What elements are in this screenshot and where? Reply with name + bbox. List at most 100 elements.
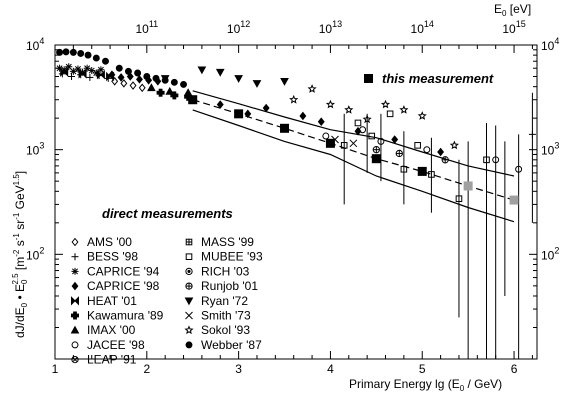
data-point-circle-filled xyxy=(77,49,85,57)
data-point-diamond-open xyxy=(138,83,146,93)
y-tick-label-right: 102 xyxy=(541,245,559,262)
y-axis-title-exp2: -1 xyxy=(12,233,21,241)
data-point-bowtie xyxy=(96,70,105,80)
data-point-x xyxy=(349,139,358,148)
marker-shape xyxy=(65,63,72,70)
marker-shape xyxy=(72,357,78,363)
top-tick-exp: 12 xyxy=(240,19,250,29)
top-tick-base: 10 xyxy=(227,22,241,36)
marker-shape xyxy=(71,237,79,247)
marker-shape xyxy=(184,325,194,335)
data-point-diamond-filled xyxy=(317,117,325,127)
this-measurement-point-gray xyxy=(463,181,473,191)
marker-shape xyxy=(73,311,77,320)
y-axis-title-mid3: GeV xyxy=(13,185,27,212)
x-axis-title: Primary Energy lg (E0 / GeV) xyxy=(349,377,502,393)
legend-right-item-label: MUBEE '93 xyxy=(201,250,263,264)
data-point-star-open xyxy=(449,140,459,150)
data-point-circle-open xyxy=(377,137,385,145)
y-tick-exp: 2 xyxy=(554,245,559,255)
legend-right-item-label: Ryan '72 xyxy=(201,294,248,308)
top-tick-exp: 13 xyxy=(332,19,342,29)
marker-shape xyxy=(134,69,142,77)
marker-shape xyxy=(96,70,105,80)
data-point-square-open xyxy=(340,142,348,149)
top-tick-base: 10 xyxy=(135,22,149,36)
x-tick-label: 6 xyxy=(511,362,518,376)
marker-shape xyxy=(400,165,408,173)
data-point-square-open xyxy=(368,132,376,140)
marker-shape xyxy=(71,296,79,306)
marker-shape xyxy=(165,86,175,95)
data-point-asterisk xyxy=(97,66,105,74)
legend-left-item-label: IMAX '00 xyxy=(87,323,136,337)
marker-shape xyxy=(344,105,354,114)
marker-shape xyxy=(71,341,79,349)
marker-shape xyxy=(399,105,409,114)
marker-shape xyxy=(515,165,523,173)
marker-shape xyxy=(289,94,299,104)
marker-shape xyxy=(380,99,391,109)
data-point-star-open xyxy=(380,99,391,109)
marker-shape xyxy=(386,110,394,118)
top-tick-exp: 11 xyxy=(149,19,158,29)
data-point-triangle-down-filled xyxy=(160,75,170,83)
top-tick-exp: 15 xyxy=(516,19,526,29)
data-point-diamond-open xyxy=(129,81,137,90)
legend-left-item-marker xyxy=(71,267,79,275)
y-axis-title-exp4: 1.5 xyxy=(12,174,21,186)
marker-shape xyxy=(143,73,151,80)
y-tick-label-right: 103 xyxy=(541,141,559,158)
marker-shape xyxy=(455,195,463,203)
marker-shape xyxy=(78,69,87,79)
model-band-layer xyxy=(192,90,515,223)
marker-shape xyxy=(185,311,193,320)
marker-shape xyxy=(185,253,193,260)
legend-right-item-marker xyxy=(185,253,193,260)
legend-left-item-label: Kawamura '89 xyxy=(87,309,164,323)
marker-shape xyxy=(92,54,100,62)
top-tick-base: 10 xyxy=(411,22,425,36)
data-point-diamond-open xyxy=(111,76,119,86)
this-measurement-points-layer xyxy=(188,95,519,205)
marker-shape xyxy=(492,156,500,164)
y-tick-label-left: 102 xyxy=(26,245,44,262)
y-tick-label-left: 103 xyxy=(26,141,44,158)
legend-right-item-label: Webber '87 xyxy=(201,338,262,352)
x-tick-label: 3 xyxy=(235,362,242,376)
data-point-diamond-open xyxy=(120,79,128,88)
data-point-triangle-down-filled xyxy=(234,75,243,83)
y-axis-title-a-sub: 0 xyxy=(20,302,29,307)
marker-shape xyxy=(152,74,160,82)
data-point-diamond-filled xyxy=(108,70,116,80)
direct-measurement-points-layer xyxy=(56,48,536,203)
marker-shape xyxy=(97,66,104,73)
data-point-circle-filled xyxy=(134,69,142,77)
this-measurement-point xyxy=(234,109,244,119)
data-point-square-open xyxy=(354,119,362,127)
legend-left-item-marker xyxy=(71,237,79,247)
top-tick-label: 1014 xyxy=(411,19,434,36)
marker-shape xyxy=(72,268,78,275)
x-axis-title-suffix: / GeV) xyxy=(464,377,502,391)
data-point-circle-plus xyxy=(441,156,449,164)
data-point-diamond-filled xyxy=(299,111,307,121)
data-point-circle-filled xyxy=(170,78,178,86)
top-tick-label: 1013 xyxy=(319,19,342,36)
data-point-circle-open xyxy=(492,156,500,164)
y-tick-base: 10 xyxy=(26,144,40,158)
marker-shape xyxy=(160,75,170,83)
data-point-diamond-filled xyxy=(437,147,445,157)
data-point-triangle-up-filled xyxy=(147,83,156,92)
data-point-bowtie xyxy=(78,69,87,79)
legend-right-item-label: Smith '73 xyxy=(201,309,251,323)
data-point-diamond-filled xyxy=(136,75,143,84)
marker-shape xyxy=(185,341,193,349)
data-point-star-open xyxy=(362,114,372,124)
data-point-triangle-down-filled xyxy=(197,66,207,75)
data-point-circle-filled xyxy=(152,74,160,82)
marker-shape xyxy=(377,137,385,145)
x-tick-label: 5 xyxy=(419,362,426,376)
